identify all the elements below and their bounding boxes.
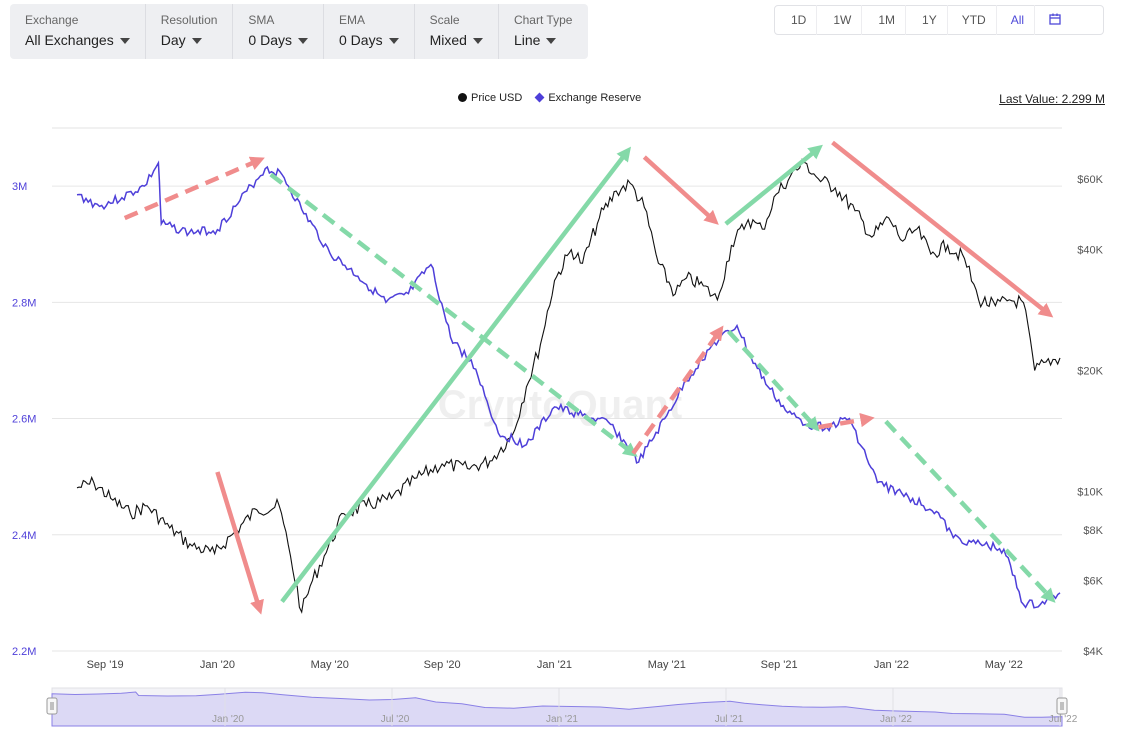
range-1y-button[interactable]: 1Y	[906, 5, 948, 35]
navigator-tick-label: Jul '21	[715, 714, 744, 725]
exchange-select[interactable]: Exchange All Exchanges	[10, 4, 146, 59]
caret-down-icon	[298, 38, 308, 45]
chart-legend: Price USD Exchange Reserve	[458, 92, 641, 104]
navigator-left-handle[interactable]	[46, 697, 58, 715]
caret-down-icon	[119, 38, 130, 45]
calendar-icon	[1049, 13, 1061, 25]
x-axis-tick-label: May '21	[648, 659, 686, 671]
resolution-label: Resolution	[160, 13, 218, 27]
chart-type-label: Chart Type	[513, 13, 573, 27]
ema-value: 0 Days	[339, 32, 383, 48]
green-trend-arrow	[724, 144, 823, 226]
chart-type-value: Line	[513, 32, 541, 48]
x-axis-tick-label: Jan '20	[200, 659, 235, 671]
red-trend-arrow	[831, 140, 1054, 318]
exchange-reserve-line	[76, 160, 1061, 609]
range-selector: 1D 1W 1M 1Y YTD All	[774, 5, 1104, 35]
last-value-link[interactable]: Last Value: 2.299 M	[999, 92, 1105, 106]
x-axis-tick-label: Sep '21	[761, 659, 798, 671]
red-trend-arrow	[642, 155, 719, 225]
scale-value: Mixed	[429, 32, 467, 48]
exchange-value: All Exchanges	[25, 32, 114, 48]
legend-price-label: Price USD	[471, 92, 523, 104]
red-trend-arrow	[818, 412, 875, 430]
left-axis-tick-label: 2.8M	[12, 297, 36, 309]
right-axis-tick-label: $6K	[1083, 575, 1103, 587]
resolution-select[interactable]: Resolution Day	[146, 4, 234, 59]
x-axis-tick-label: Sep '20	[424, 659, 461, 671]
right-axis-tick-label: $4K	[1083, 646, 1103, 658]
right-axis-tick-label: $60K	[1077, 174, 1103, 186]
sma-value: 0 Days	[248, 32, 292, 48]
navigator-tick-label: Jul '20	[381, 714, 410, 725]
legend-dot-icon	[458, 93, 467, 102]
right-axis-tick-label: $20K	[1077, 365, 1103, 377]
navigator-series	[51, 691, 1063, 727]
x-axis-tick-label: May '20	[311, 659, 349, 671]
x-axis-tick-label: Sep '19	[87, 659, 124, 671]
navigator-tick-label: Jan '20	[212, 714, 244, 725]
left-axis-tick-label: 2.4M	[12, 530, 36, 542]
green-trend-arrow	[726, 329, 820, 432]
navigator-right-handle[interactable]	[1056, 697, 1068, 715]
scale-label: Scale	[429, 13, 460, 27]
left-axis-tick-label: 2.2M	[12, 646, 36, 658]
left-axis-tick-label: 3M	[12, 181, 27, 193]
x-axis-tick-label: May '22	[985, 659, 1023, 671]
green-trend-arrow	[884, 419, 1056, 603]
navigator-tick-label: Jul '22	[1049, 714, 1078, 725]
chart-type-select[interactable]: Chart Type Line	[499, 4, 587, 59]
legend-reserve-label: Exchange Reserve	[548, 92, 642, 104]
range-1m-button[interactable]: 1M	[862, 5, 907, 35]
range-1w-button[interactable]: 1W	[817, 5, 863, 35]
caret-down-icon	[546, 38, 557, 45]
range-all-button[interactable]: All	[997, 5, 1036, 35]
legend-item-price[interactable]: Price USD	[458, 92, 522, 104]
red-trend-arrow	[123, 156, 265, 221]
caret-down-icon	[388, 38, 399, 45]
right-axis-tick-label: $8K	[1083, 525, 1103, 537]
red-trend-arrow	[215, 471, 264, 615]
range-1d-button[interactable]: 1D	[775, 5, 818, 35]
caret-down-icon	[472, 38, 483, 45]
sma-select[interactable]: SMA 0 Days	[233, 4, 324, 59]
x-axis-tick-label: Jan '21	[537, 659, 572, 671]
resolution-value: Day	[160, 32, 186, 48]
right-axis-tick-label: $10K	[1077, 486, 1103, 498]
calendar-button[interactable]	[1035, 5, 1071, 35]
chart-controls-bar: Exchange All Exchanges Resolution Day SM…	[10, 4, 588, 59]
sma-label: SMA	[248, 13, 275, 27]
navigator-tick-label: Jan '21	[546, 714, 578, 725]
x-axis-tick-label: Jan '22	[874, 659, 909, 671]
ema-label: EMA	[339, 13, 366, 27]
green-trend-arrow	[280, 146, 631, 603]
green-trend-arrow	[269, 172, 638, 457]
caret-down-icon	[191, 38, 202, 45]
exchange-label: Exchange	[25, 13, 79, 27]
navigator-tick-label: Jan '22	[880, 714, 912, 725]
red-trend-arrow	[631, 325, 724, 455]
scale-select[interactable]: Scale Mixed	[415, 4, 499, 59]
right-axis-tick-label: $40K	[1077, 245, 1103, 257]
left-axis-tick-label: 2.6M	[12, 414, 36, 426]
range-ytd-button[interactable]: YTD	[948, 5, 997, 35]
legend-item-reserve[interactable]: Exchange Reserve	[534, 92, 642, 104]
ema-select[interactable]: EMA 0 Days	[324, 4, 415, 59]
